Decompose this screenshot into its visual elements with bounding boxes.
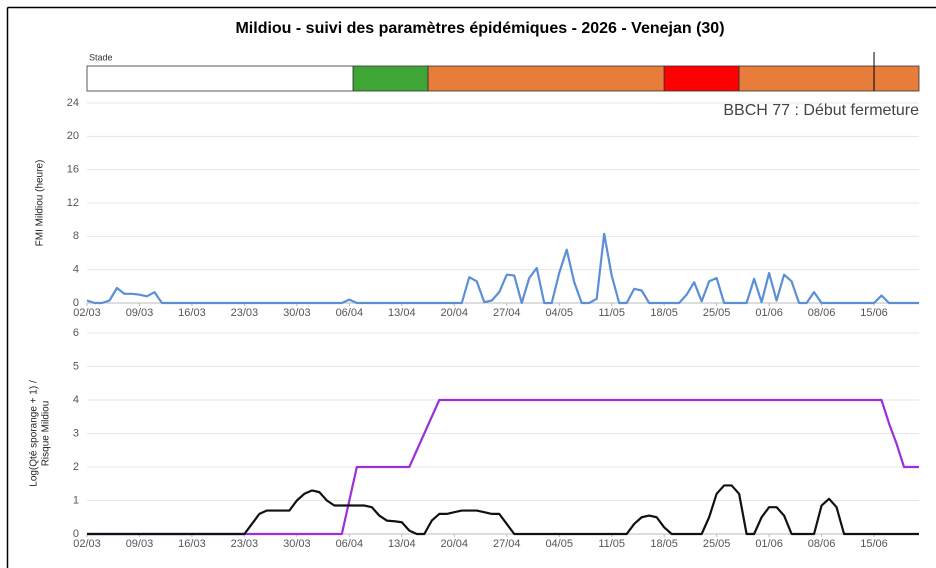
x-tick-label: 04/05 [545,307,573,319]
y-tick-label: 5 [73,360,79,372]
y-axis-title: Risque Mildiou [41,401,52,467]
x-tick-label: 23/03 [231,538,259,550]
x-tick-label: 09/03 [126,538,154,550]
y-axis-title: Log(Qté sporange + 1) / [29,380,40,487]
x-tick-label: 02/03 [73,538,101,550]
x-tick-label: 04/05 [545,538,573,550]
y-tick-label: 3 [73,427,79,439]
y-tick-label: 0 [73,528,79,540]
y-tick-label: 24 [67,97,79,109]
stage-segment [738,65,920,92]
x-tick-label: 18/05 [650,538,678,550]
x-tick-label: 30/03 [283,538,311,550]
x-tick-label: 08/06 [808,307,836,319]
y-tick-label: 1 [73,494,79,506]
x-tick-label: 01/06 [755,307,783,319]
x-tick-label: 11/05 [598,307,625,319]
x-tick-label: 30/03 [283,307,311,319]
x-tick-label: 23/03 [231,307,259,319]
stage-segment [352,65,429,92]
x-tick-label: 16/03 [178,538,206,550]
y-tick-label: 4 [73,264,79,276]
y-tick-label: 2 [73,461,79,473]
x-tick-label: 13/04 [388,538,416,550]
x-tick-label: 20/04 [441,307,469,319]
series-line [86,232,919,305]
stage-segment [427,65,665,92]
x-tick-label: 15/06 [860,538,888,550]
x-tick-label: 27/04 [493,538,521,550]
y-axis-title: FMI Mildiou (heure) [35,160,46,247]
x-tick-label: 06/04 [336,307,364,319]
y-tick-label: 16 [67,164,79,176]
x-tick-label: 27/04 [493,307,521,319]
x-tick-label: 11/05 [598,538,625,550]
x-tick-label: 18/05 [650,307,678,319]
y-tick-label: 8 [73,230,79,242]
x-tick-label: 25/05 [703,538,731,550]
stage-label: Stade [89,52,113,62]
y-tick-label: 6 [73,327,79,339]
stage-segment [663,65,740,92]
stage-segment [86,65,354,92]
x-tick-label: 16/03 [178,307,206,319]
x-tick-label: 15/06 [860,307,888,319]
x-tick-label: 08/06 [808,538,836,550]
x-tick-label: 20/04 [441,538,469,550]
x-tick-label: 25/05 [703,307,731,319]
annotation: BBCH 77 : Début fermeture [723,102,919,119]
x-tick-label: 06/04 [336,538,364,550]
x-tick-label: 02/03 [73,307,101,319]
x-tick-label: 09/03 [126,307,154,319]
y-tick-label: 20 [67,130,79,142]
series-line [87,484,919,536]
chart-title: Mildiou - suivi des paramètres épidémiqu… [235,20,724,37]
x-tick-label: 01/06 [755,538,783,550]
y-tick-label: 4 [73,394,79,406]
y-tick-label: 12 [67,197,79,209]
x-tick-label: 13/04 [388,307,416,319]
y-tick-label: 0 [73,297,79,309]
